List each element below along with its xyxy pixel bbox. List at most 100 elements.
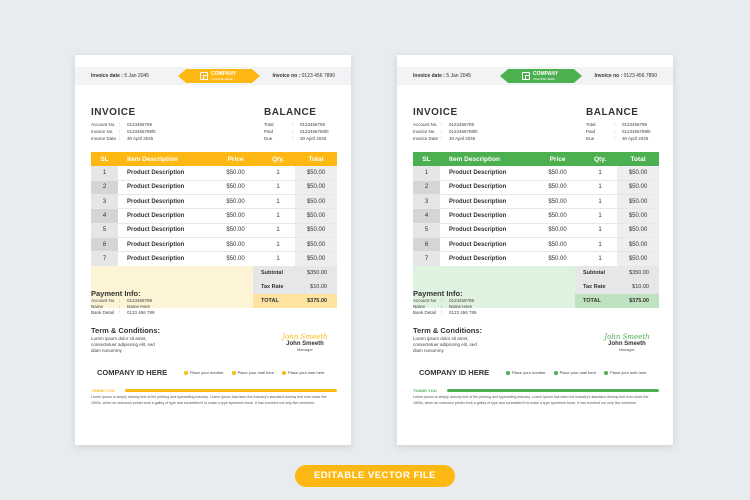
web-contact: Place your web here	[282, 370, 325, 375]
meta-colon: :	[292, 136, 294, 141]
table-row: 5 Product Description $50.00 1 $50.00	[413, 223, 659, 238]
meta-colon: :	[614, 136, 616, 141]
invoice-meta: Account No.: 0123456789 Invoice No.: 012345…	[413, 121, 478, 142]
meta-row: Due: 30 April 2045	[586, 135, 651, 142]
balance-meta: Total: 0123456789 Paid: 0123456789l0 Due: 30 …	[264, 121, 329, 142]
meta-value: 30 April 2045	[127, 136, 154, 141]
meta-colon: :	[441, 310, 443, 315]
meta-row: Invoice Date: 30 April 2045	[413, 135, 478, 142]
company-id: COMPANY ID HERE	[97, 368, 168, 377]
cell-qty: 1	[261, 223, 295, 238]
cell-price: $50.00	[532, 180, 584, 196]
company-tagline: TAGLINE HERE	[533, 77, 555, 81]
company-badge: COMPANY TAGLINE HERE	[500, 69, 582, 83]
cell-qty: 1	[261, 208, 295, 224]
cell-price: $50.00	[210, 223, 262, 238]
meta-label: Invoice No.	[91, 129, 114, 134]
meta-value: 0123456789	[449, 122, 475, 127]
balance-title: BALANCE	[586, 107, 639, 118]
meta-value: 0123456789	[300, 122, 326, 127]
cell-desc: Product Description	[440, 208, 532, 224]
web-icon	[282, 370, 287, 375]
cell-desc: Product Description	[440, 251, 532, 267]
meta-label: Name	[413, 304, 426, 309]
meta-colon: :	[614, 122, 616, 127]
table-row: 1 Product Description $50.00 1 $50.00	[91, 166, 337, 181]
meta-row: Due: 30 April 2045	[264, 135, 329, 142]
payment-info-title: Payment Info:	[413, 289, 463, 298]
cell-price: $50.00	[532, 208, 584, 224]
total-row: TOTAL $375.00	[413, 294, 659, 308]
contact-info: Place your number Place your mail here P…	[184, 370, 325, 375]
signer-role: Manager	[619, 347, 635, 352]
items-table: SL Item Description Price Qty. Total 1 Produc…	[413, 152, 659, 267]
terms-title: Term & Conditions:	[413, 326, 483, 335]
cell-total: $50.00	[617, 208, 659, 224]
cell-qty: 1	[261, 237, 295, 253]
meta-row: Total: 0123456789	[264, 121, 329, 128]
cell-total: $50.00	[617, 180, 659, 196]
cell-desc: Product Description	[440, 180, 532, 196]
company-id: COMPANY ID HERE	[419, 368, 490, 377]
meta-colon: :	[614, 129, 616, 134]
company-logo-icon	[522, 72, 530, 80]
cell-total: $50.00	[295, 251, 337, 267]
signer-name: John Smeeth	[286, 341, 324, 347]
mail-icon	[553, 370, 558, 375]
cell-price: $50.00	[210, 194, 262, 210]
signature: John Smeeth	[282, 333, 328, 341]
cell-price: $50.00	[210, 166, 262, 181]
cell-desc: Product Description	[440, 237, 532, 253]
cell-qty: 1	[261, 251, 295, 267]
cell-price: $50.00	[532, 237, 584, 253]
cell-desc: Product Description	[118, 237, 210, 253]
cell-price: $50.00	[532, 166, 584, 181]
meta-colon: :	[292, 129, 294, 134]
company-badge: COMPANY TAGLINE HERE	[178, 69, 260, 83]
meta-colon: :	[119, 304, 121, 309]
accent-line	[447, 389, 659, 392]
cell-sl: 3	[91, 194, 118, 210]
cell-qty: 1	[583, 237, 617, 253]
meta-value: 0123456789l0	[449, 129, 478, 134]
invoice-date: Invoice date : 5 Jan 2045	[91, 73, 150, 79]
invoice-number: Invoice no : 0123 456 7890	[594, 73, 657, 79]
meta-label: Account No	[91, 298, 115, 303]
cell-sl: 1	[413, 166, 440, 181]
meta-row: Invoice Date: 30 April 2045	[91, 135, 156, 142]
company-name: COMPANY	[211, 71, 237, 77]
cell-desc: Product Description	[118, 180, 210, 196]
web-icon	[604, 370, 609, 375]
invoice-meta: Account No.: 0123456789 Invoice No.: 012345…	[91, 121, 156, 142]
invoice-title: INVOICE	[413, 107, 458, 118]
meta-value: 0123456789	[127, 122, 153, 127]
thank-you: THANK YOU	[91, 388, 115, 393]
meta-label: Total	[264, 122, 274, 127]
meta-row: Paid: 0123456789l0	[264, 128, 329, 135]
cell-desc: Product Description	[440, 223, 532, 238]
cell-total: $50.00	[295, 194, 337, 210]
meta-label: Account No.	[413, 122, 438, 127]
cell-sl: 7	[413, 251, 440, 267]
meta-colon: :	[441, 304, 443, 309]
meta-label: Name	[91, 304, 104, 309]
terms-text: Lorem ipsum dolor sit amet, consectetuer …	[91, 336, 155, 354]
cell-total: $50.00	[295, 180, 337, 196]
accent-line	[125, 389, 337, 392]
cell-price: $50.00	[532, 251, 584, 267]
cell-sl: 3	[413, 194, 440, 210]
meta-colon: :	[441, 298, 443, 303]
column-header-total: Total	[630, 155, 646, 163]
balance-meta: Total: 0123456789 Paid: 0123456789l0 Due: 30 …	[586, 121, 651, 142]
payment-info: Account No:0123456789 Name: Name Here Bank …	[413, 298, 477, 316]
column-header-qty: Qty.	[271, 155, 285, 163]
meta-label: Invoice Date	[91, 136, 117, 141]
column-header-qty: Qty.	[593, 155, 607, 163]
company-name: COMPANY	[533, 71, 559, 77]
meta-row: Account No.: 0123456789	[91, 121, 156, 128]
meta-row: Bank Detail: 0123 456 789	[413, 310, 477, 316]
signature-block: John Smeeth John Smeeth Manager	[597, 333, 657, 352]
meta-row: Account No: 0123456789	[413, 298, 477, 304]
table-row: 5 Product Description $50.00 1 $50.00	[91, 223, 337, 238]
terms-line: consectetuer adipiscing elit, sed	[413, 342, 477, 347]
